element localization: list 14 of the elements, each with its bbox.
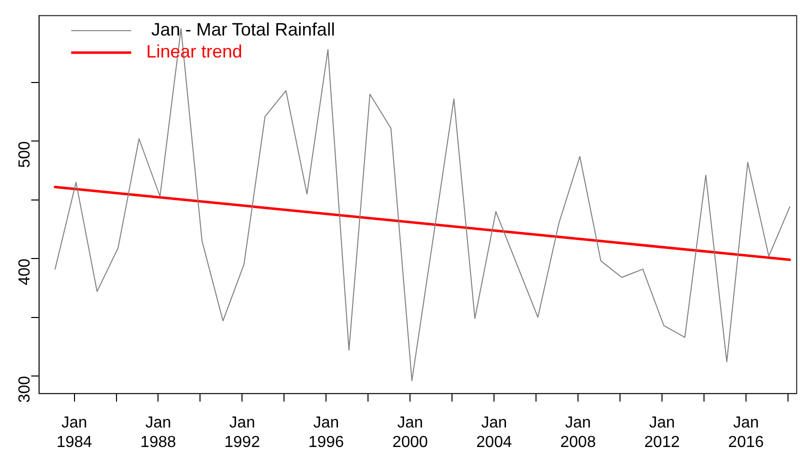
x-tick-label: Jan 2016	[728, 414, 764, 451]
x-tick-label: Jan 2012	[644, 414, 680, 451]
legend-label: Linear trend	[146, 42, 242, 62]
y-tick-label: 500	[16, 141, 34, 168]
x-tick-label: Jan 1984	[56, 414, 92, 451]
x-tick-label: Jan 1992	[224, 414, 260, 451]
x-tick-label: Jan 2004	[476, 414, 512, 451]
y-tick-label: 300	[16, 376, 34, 403]
x-tick-label: Jan 2000	[392, 414, 428, 451]
legend-label: Jan - Mar Total Rainfall	[151, 20, 335, 40]
x-tick-label: Jan 1988	[140, 414, 176, 451]
x-tick-label: Jan 2008	[560, 414, 596, 451]
x-tick-label: Jan 1996	[308, 414, 344, 451]
y-tick-label: 400	[16, 258, 34, 286]
